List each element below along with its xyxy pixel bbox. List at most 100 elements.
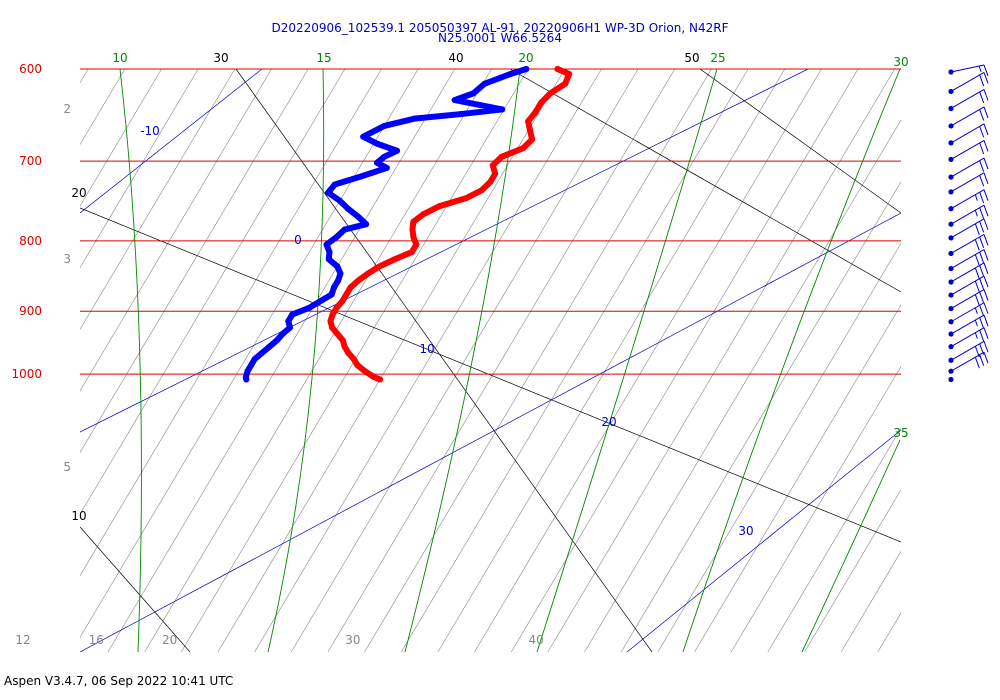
- dewpoint-profile-point: [363, 221, 370, 228]
- temperature-profile-point: [327, 318, 334, 325]
- temperature-profile-point: [537, 99, 544, 106]
- temperature-profile-point: [371, 374, 378, 381]
- mixing-ratio-label: 40: [448, 51, 463, 65]
- wind-barb-shaft: [950, 275, 985, 296]
- temperature-profile-point: [408, 248, 415, 255]
- dewpoint-profile-point: [248, 362, 255, 369]
- wind-barb-flag: [974, 223, 980, 236]
- dry-adiabat-line: [80, 69, 263, 214]
- temperature-profile-point: [532, 109, 539, 116]
- isotherm-line: [840, 550, 901, 652]
- isotherm-line: [80, 69, 272, 392]
- wind-barb-shaft: [950, 157, 985, 178]
- wind-barb-flag: [979, 191, 985, 204]
- isotherm-line: [804, 489, 901, 652]
- wind-barb-flag: [979, 251, 985, 264]
- isotherm-line: [400, 69, 749, 652]
- isotherm-line: [730, 365, 901, 652]
- wind-barb-flag: [974, 254, 980, 266]
- dewpoint-profile-point: [333, 234, 340, 241]
- temperature-profile-point: [329, 311, 336, 318]
- wind-barb-shaft: [950, 314, 985, 335]
- isotherm-line: [510, 69, 859, 652]
- wind-barb-flag: [979, 236, 985, 249]
- left-side-label: 5: [63, 460, 71, 474]
- temperature-profile-point: [436, 203, 443, 210]
- dry-adiabat-line: [626, 429, 901, 652]
- wind-barb-shaft: [950, 204, 985, 225]
- temperature-profile-point: [339, 337, 346, 344]
- wind-barb-flag: [983, 341, 989, 353]
- mixing-ratio-label: 50: [684, 51, 699, 65]
- moist-adiabat-label: 25: [710, 51, 725, 65]
- wind-barb-shaft: [950, 351, 985, 372]
- temperature-tick-label: 20: [162, 633, 177, 647]
- wind-barb-shaft: [950, 327, 985, 348]
- mixing-ratio-line: [699, 69, 901, 214]
- temperature-profile-point: [489, 162, 496, 169]
- isotherm-line: [694, 304, 901, 652]
- dewpoint-profile-point: [458, 111, 465, 118]
- wind-barb-flag: [979, 207, 985, 219]
- left-side-label: 2: [63, 102, 71, 116]
- isotherm-line: [437, 69, 786, 652]
- wind-barb-flag: [983, 140, 989, 152]
- temperature-profile-point: [462, 195, 469, 202]
- wind-barb-shaft: [950, 123, 985, 144]
- wind-barb-flag: [983, 262, 989, 275]
- dewpoint-profile-point: [243, 376, 250, 383]
- wind-barb-flag: [979, 317, 985, 329]
- dry-adiabat-label: 10: [419, 342, 434, 356]
- wind-barb-flag: [979, 221, 985, 233]
- isotherm-line: [144, 69, 492, 652]
- wind-barb-flag: [983, 106, 989, 119]
- moist-adiabat-label: 20: [518, 51, 533, 65]
- moist-adiabat-label: 30: [893, 55, 908, 69]
- wind-barb-shaft: [950, 89, 985, 109]
- temperature-profile-point: [409, 226, 416, 233]
- dewpoint-profile-point: [328, 291, 335, 298]
- temperature-tick-label: 12: [15, 633, 30, 647]
- dry-adiabat-line: [80, 212, 901, 652]
- temperature-profile-point: [413, 241, 420, 248]
- left-side-label: 3: [63, 252, 71, 266]
- moist-adiabat-label: 10: [112, 51, 127, 65]
- temperature-profile-point: [420, 211, 427, 218]
- wind-barb-shaft: [950, 249, 985, 270]
- wind-barb-shaft: [950, 189, 985, 210]
- wind-barb-half-flag: [974, 210, 978, 217]
- dewpoint-profile-point: [341, 226, 348, 233]
- dewpoint-profile-point: [381, 122, 388, 129]
- isotherm-line: [0, 69, 15, 652]
- temperature-profile-point: [376, 263, 383, 270]
- dewpoint-profile-point: [334, 263, 341, 270]
- wind-barb-flag: [979, 291, 985, 304]
- dewpoint-profile-point: [523, 66, 530, 72]
- footer-version-timestamp: Aspen V3.4.7, 06 Sep 2022 10:41 UTC: [4, 674, 234, 688]
- wind-barb-shaft: [950, 302, 985, 323]
- dewpoint-profile-point: [285, 318, 292, 325]
- wind-barb-flag: [983, 172, 989, 185]
- temperature-profile-point: [350, 356, 357, 363]
- isotherm-line: [547, 69, 896, 652]
- isotherm-line: [474, 69, 822, 652]
- dewpoint-profile-point: [470, 90, 477, 97]
- isotherm-line: [364, 69, 712, 652]
- wind-barb-flag: [974, 239, 980, 251]
- wind-barb-flag: [983, 302, 989, 314]
- isotherm-line: [80, 69, 199, 269]
- dewpoint-profile-point: [374, 140, 381, 147]
- wind-barb-flag: [979, 329, 985, 342]
- sounding-profiles: [242, 66, 573, 383]
- wind-barb-shaft: [950, 233, 985, 254]
- temperature-profile-point: [347, 284, 354, 291]
- temperature-tick-label: 30: [345, 633, 360, 647]
- temperature-profile-point: [354, 362, 361, 369]
- wind-barb-flag: [983, 327, 989, 339]
- wind-barb-half-flag: [974, 332, 978, 339]
- pressure-label: 600: [19, 62, 42, 76]
- temperature-profile-point: [525, 118, 532, 125]
- wind-barb-shaft: [950, 106, 985, 127]
- wind-barb-flag: [983, 314, 989, 327]
- temperature-profile-point: [410, 234, 417, 241]
